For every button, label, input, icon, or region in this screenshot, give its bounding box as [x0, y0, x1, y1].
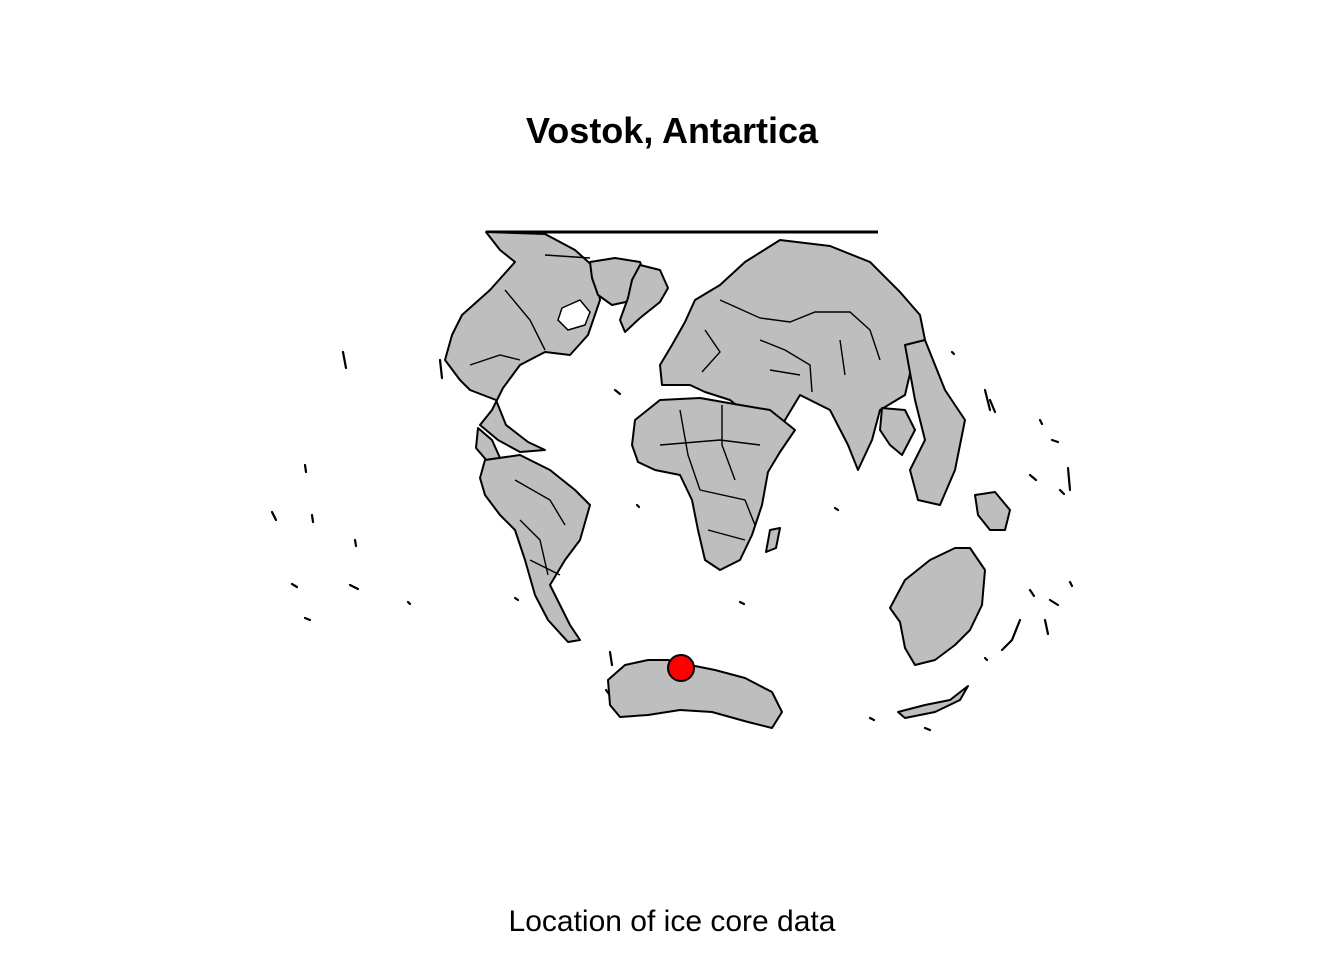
landmasses: [444, 231, 1011, 729]
antarctica-east-coast: [897, 685, 969, 719]
new-guinea: [974, 491, 1011, 531]
country-borders: [469, 254, 881, 576]
east-asia-islands: [904, 339, 966, 506]
small-islands: [270, 350, 1074, 732]
indochina: [879, 407, 916, 456]
madagascar: [765, 527, 781, 553]
north-america: [444, 231, 601, 453]
map-caption: Location of ice core data: [508, 905, 836, 938]
australia: [889, 547, 986, 666]
south-america: [479, 454, 591, 643]
vostok-marker: [667, 654, 695, 682]
hudson-bay: [557, 299, 591, 331]
antarctica: [607, 659, 783, 729]
map-title: Vostok, Antartica: [525, 110, 819, 151]
africa: [631, 397, 796, 571]
greenland: [619, 264, 669, 333]
